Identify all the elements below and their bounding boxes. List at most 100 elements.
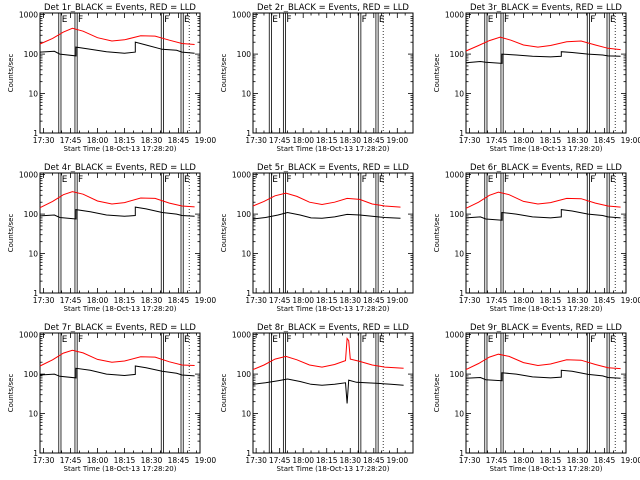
panel-1: Det 1r_BLACK = Events, RED = LLD 1 10 100 10… bbox=[7, 3, 216, 153]
plot-frame bbox=[39, 12, 201, 134]
x-tick-label: 18:30 bbox=[339, 456, 361, 465]
y-tick-label: 1 bbox=[459, 289, 464, 298]
y-tick-label: 100 bbox=[450, 50, 465, 59]
lld-series-line bbox=[465, 36, 621, 52]
x-tick-label: 18:00 bbox=[292, 456, 314, 465]
x-tick-label: 17:30 bbox=[33, 136, 55, 145]
panel-title: Det 2r_BLACK = Events, RED = LLD bbox=[257, 3, 409, 13]
x-tick-label: 19:00 bbox=[387, 136, 409, 145]
y-tick-label: 1 bbox=[459, 449, 464, 458]
flag-label: F bbox=[78, 15, 83, 25]
x-tick-label: 18:45 bbox=[594, 456, 616, 465]
panel-title: Det 1r_BLACK = Events, RED = LLD bbox=[44, 3, 196, 13]
flag-label: F bbox=[362, 335, 367, 345]
panel-title: Det 3r_BLACK = Events, RED = LLD bbox=[470, 3, 622, 13]
y-tick-label: 1000 bbox=[232, 331, 251, 340]
panel-9: Det 9r_BLACK = Events, RED = LLD 1 10 100 10… bbox=[433, 323, 640, 473]
y-tick-label: 100 bbox=[24, 210, 39, 219]
y-tick-label: 10 bbox=[28, 410, 38, 419]
y-tick-label: 10 bbox=[454, 90, 464, 99]
y-axis-label: Counts/sec bbox=[220, 54, 228, 93]
x-tick-label: 18:00 bbox=[513, 456, 535, 465]
lld-series-line bbox=[39, 191, 195, 209]
plot-frame bbox=[252, 172, 414, 294]
flag-label: F bbox=[164, 175, 169, 185]
y-tick-label: 10 bbox=[454, 250, 464, 259]
events-series-line bbox=[465, 369, 621, 382]
y-tick-label: 1 bbox=[459, 129, 464, 138]
x-tick-label: 17:45 bbox=[486, 456, 508, 465]
x-tick-label: 18:00 bbox=[87, 136, 109, 145]
y-tick-label: 1000 bbox=[19, 331, 38, 340]
x-tick-label: 17:45 bbox=[60, 136, 82, 145]
y-tick-label: 1000 bbox=[19, 11, 38, 20]
lld-series-line bbox=[465, 191, 621, 209]
flag-label: F bbox=[286, 335, 291, 345]
flag-label: E bbox=[610, 335, 616, 345]
flag-label: F bbox=[78, 175, 83, 185]
x-tick-label: 18:15 bbox=[540, 296, 562, 305]
x-tick-label: 18:15 bbox=[316, 456, 338, 465]
x-tick-label: 17:30 bbox=[245, 296, 267, 305]
panel-title: Det 8r_BLACK = Events, RED = LLD bbox=[257, 323, 409, 333]
x-tick-label: 19:00 bbox=[195, 456, 217, 465]
x-tick-label: 17:30 bbox=[33, 456, 55, 465]
events-series-line bbox=[252, 378, 404, 404]
y-axis-label: Counts/sec bbox=[7, 54, 15, 93]
x-tick-label: 17:45 bbox=[269, 296, 291, 305]
x-tick-label: 18:45 bbox=[363, 136, 385, 145]
flag-label: E bbox=[272, 175, 278, 185]
y-tick-label: 1 bbox=[246, 289, 251, 298]
events-series-line bbox=[252, 211, 401, 220]
x-tick-label: 17:45 bbox=[269, 456, 291, 465]
y-tick-label: 10 bbox=[241, 90, 251, 99]
x-tick-label: 18:15 bbox=[114, 136, 136, 145]
panel-title: Det 7r_BLACK = Events, RED = LLD bbox=[44, 323, 196, 333]
flag-label: F bbox=[504, 175, 509, 185]
y-tick-label: 1 bbox=[246, 449, 251, 458]
y-tick-label: 1000 bbox=[445, 11, 464, 20]
x-tick-label: 18:45 bbox=[594, 296, 616, 305]
flag-label: F bbox=[164, 335, 169, 345]
panel-5: Det 5r_BLACK = Events, RED = LLD 1 10 100 10… bbox=[220, 163, 414, 313]
x-tick-label: 18:45 bbox=[363, 456, 385, 465]
x-tick-label: 19:00 bbox=[387, 296, 409, 305]
x-tick-label: 17:30 bbox=[245, 136, 267, 145]
x-tick-label: 18:30 bbox=[567, 136, 589, 145]
y-axis-label: Counts/sec bbox=[220, 374, 228, 413]
y-tick-label: 1000 bbox=[232, 11, 251, 20]
x-tick-label: 19:00 bbox=[621, 136, 640, 145]
y-tick-label: 10 bbox=[454, 410, 464, 419]
x-tick-label: 18:30 bbox=[141, 456, 163, 465]
flag-label: E bbox=[62, 335, 68, 345]
panel-8: Det 8r_BLACK = Events, RED = LLD 1 10 100 10… bbox=[220, 323, 414, 473]
x-tick-label: 18:15 bbox=[114, 456, 136, 465]
flag-label: E bbox=[379, 15, 385, 25]
x-tick-label: 18:30 bbox=[567, 456, 589, 465]
flag-label: E bbox=[379, 335, 385, 345]
y-tick-label: 1 bbox=[246, 129, 251, 138]
flag-label: F bbox=[504, 335, 509, 345]
flag-label: E bbox=[184, 15, 190, 25]
y-axis-label: Counts/sec bbox=[7, 374, 15, 413]
lld-series-line bbox=[252, 192, 401, 208]
x-tick-label: 17:30 bbox=[245, 456, 267, 465]
x-axis-label: Start Time (18-Oct-13 17:28:20) bbox=[64, 465, 177, 473]
x-tick-label: 17:30 bbox=[459, 296, 481, 305]
flag-label: E bbox=[610, 15, 616, 25]
events-series-line bbox=[465, 209, 621, 221]
x-tick-label: 17:45 bbox=[486, 296, 508, 305]
panel-title: Det 5r_BLACK = Events, RED = LLD bbox=[257, 163, 409, 173]
flag-label: E bbox=[272, 335, 278, 345]
plot-frame bbox=[465, 332, 627, 454]
x-axis-label: Start Time (18-Oct-13 17:28:20) bbox=[277, 305, 390, 313]
x-tick-label: 18:30 bbox=[141, 136, 163, 145]
events-series-line bbox=[39, 206, 195, 220]
x-tick-label: 18:30 bbox=[141, 296, 163, 305]
y-tick-label: 10 bbox=[28, 250, 38, 259]
flag-label: E bbox=[62, 175, 68, 185]
panel-4: Det 4r_BLACK = Events, RED = LLD 1 10 100 10… bbox=[7, 163, 216, 313]
y-axis-label: Counts/sec bbox=[220, 214, 228, 253]
plot-frame bbox=[252, 332, 414, 454]
panel-2: Det 2r_BLACK = Events, RED = LLD 1 10 100 10… bbox=[220, 3, 414, 153]
